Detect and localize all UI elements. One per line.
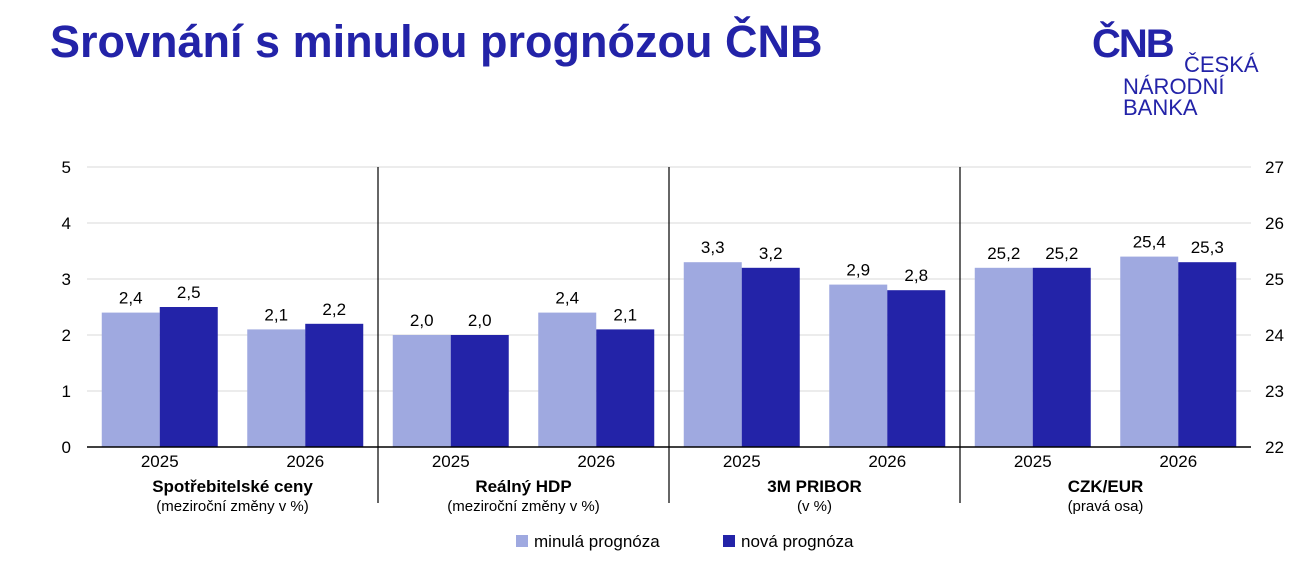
x-tick-label: 2026 [286, 452, 324, 471]
right-axis-tick-label: 24 [1265, 326, 1284, 345]
bar-new-forecast [450, 335, 509, 447]
bar-value-label: 3,2 [759, 244, 783, 263]
bar-value-label: 2,0 [410, 311, 434, 330]
right-axis-tick-label: 22 [1265, 438, 1284, 457]
right-axis-tick-label: 26 [1265, 214, 1284, 233]
bar-new-forecast [305, 323, 364, 447]
group-sublabel: (meziroční změny v %) [447, 498, 600, 515]
bar-value-label: 25,2 [987, 244, 1020, 263]
logo-line-1: ČESKÁ [1184, 52, 1259, 77]
bar-previous-forecast [538, 312, 597, 447]
cnb-logo: ČNB ČESKÁ NÁRODNÍ BANKA [1092, 22, 1262, 122]
bar-value-label: 2,4 [555, 289, 579, 308]
bar-value-label: 25,4 [1133, 233, 1166, 252]
bar-new-forecast [887, 290, 946, 447]
left-axis-tick-label: 5 [62, 158, 71, 177]
bar-value-label: 2,1 [264, 305, 288, 324]
bar-value-label: 2,0 [468, 311, 492, 330]
bar-value-label: 2,2 [322, 300, 346, 319]
bar-value-label: 3,3 [701, 238, 725, 257]
legend: minulá prognóza nová prognóza [516, 532, 854, 551]
left-axis-tick-label: 2 [62, 326, 71, 345]
bar-previous-forecast [683, 262, 742, 447]
left-axis-tick-label: 3 [62, 270, 71, 289]
logo-line-2: NÁRODNÍ [1123, 74, 1225, 99]
right-axis-tick-label: 27 [1265, 158, 1284, 177]
x-tick-label: 2025 [141, 452, 179, 471]
x-tick-label: 2026 [868, 452, 906, 471]
bar-previous-forecast [392, 335, 451, 447]
bar-value-label: 2,9 [846, 261, 870, 280]
legend-item-previous-forecast-swatch [516, 535, 528, 547]
x-tick-label: 2026 [577, 452, 615, 471]
logo-monogram: ČNB [1092, 22, 1175, 66]
labels-layer: 2,4 2,5 2025 2,1 2,2 2026 Spotřebitelské ceny (… [119, 233, 1224, 515]
bars-layer [101, 256, 1237, 447]
group-sublabel: (v %) [797, 498, 832, 515]
legend-item-previous-forecast-label: minulá prognóza [534, 532, 660, 551]
x-tick-label: 2025 [432, 452, 470, 471]
x-tick-label: 2026 [1159, 452, 1197, 471]
group-label: Spotřebitelské ceny [152, 477, 313, 496]
group-sublabel: (meziroční změny v %) [156, 498, 309, 515]
bar-previous-forecast [974, 267, 1033, 447]
left-axis-tick-label: 4 [62, 214, 71, 233]
bar-new-forecast [1178, 262, 1237, 447]
bar-value-label: 25,2 [1045, 244, 1078, 263]
bar-value-label: 2,4 [119, 289, 143, 308]
x-tick-label: 2025 [1014, 452, 1052, 471]
bar-new-forecast [741, 267, 800, 447]
bar-new-forecast [596, 329, 655, 447]
group-label: Reálný HDP [475, 477, 571, 496]
group-label: CZK/EUR [1068, 477, 1144, 496]
page-title: Srovnání s minulou prognózou ČNB [50, 16, 823, 67]
x-tick-label: 2025 [723, 452, 761, 471]
group-label: 3M PRIBOR [767, 477, 861, 496]
bar-value-label: 2,1 [613, 305, 637, 324]
bar-previous-forecast [829, 284, 888, 447]
legend-item-new-forecast-label: nová prognóza [741, 532, 854, 551]
right-axis-tick-label: 23 [1265, 382, 1284, 401]
left-axis-tick-label: 1 [62, 382, 71, 401]
bar-new-forecast [1032, 267, 1091, 447]
left-axis-tick-label: 0 [62, 438, 71, 457]
bar-new-forecast [159, 307, 218, 447]
bar-value-label: 2,8 [904, 266, 928, 285]
group-sublabel: (pravá osa) [1068, 498, 1144, 515]
logo-line-3: BANKA [1123, 95, 1198, 120]
bar-previous-forecast [1120, 256, 1179, 447]
legend-item-new-forecast-swatch [723, 535, 735, 547]
bar-value-label: 25,3 [1191, 238, 1224, 257]
bar-value-label: 2,5 [177, 283, 201, 302]
bar-previous-forecast [247, 329, 306, 447]
right-axis-tick-label: 25 [1265, 270, 1284, 289]
bar-previous-forecast [101, 312, 160, 447]
